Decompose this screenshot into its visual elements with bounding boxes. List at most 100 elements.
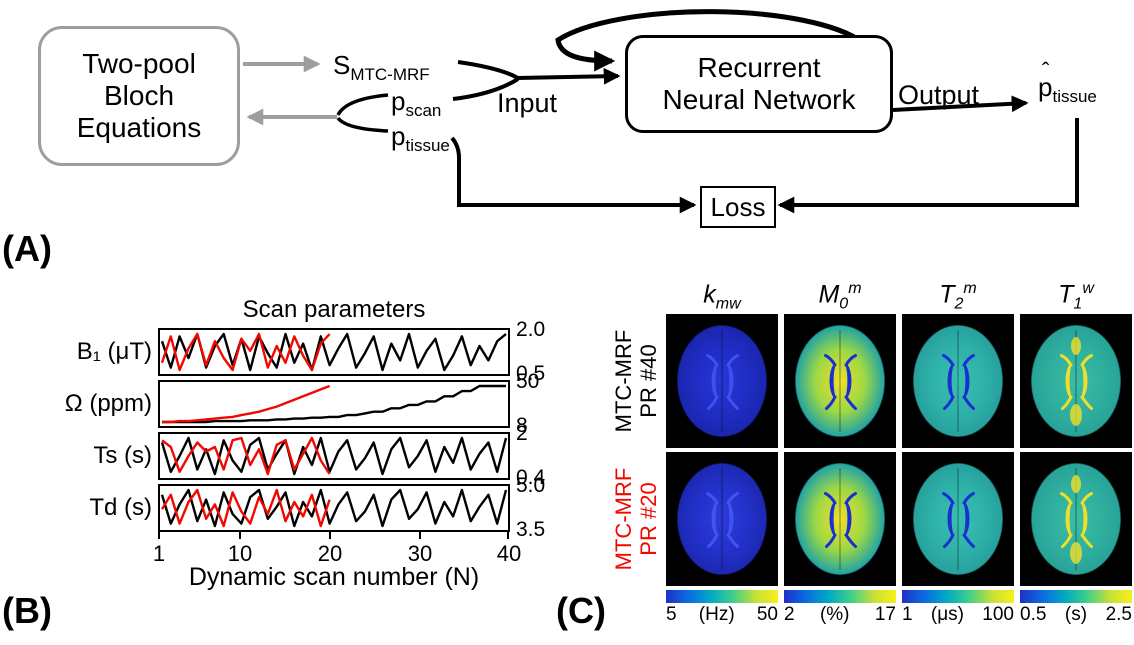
curve-pscan-to-input [452,77,520,101]
panel-a-label: (A) [2,228,52,269]
header-kmw-sub: mw [715,295,741,313]
colorbar-labels-kmw: 5 (Hz) 50 [666,604,778,626]
p-tissue-label: ptissue [391,121,450,156]
cbar-m0m-unit: (%) [819,604,850,625]
plot-ts [158,432,510,480]
row-label-pr20-text: MTC-MRF PR #20 [610,452,664,586]
bloch-line-1: Two-pool [82,47,196,79]
header-t1w-base: T [1058,280,1074,309]
p-hat-letter: p [1038,72,1053,102]
brain-map-t1w-pr20 [1020,452,1132,586]
recurrent-loop-arrow [555,9,864,72]
row-pr20-line2: PR #20 [636,482,661,556]
p-scan-sub: scan [405,101,442,121]
xtick-mark-40 [507,532,509,539]
p-hat-tissue-label: p ˆ tissue [1038,58,1097,107]
cbar-t1w-unit: (s) [1064,604,1088,625]
header-m0m-sub: 0 [839,295,849,313]
arrow-phat-to-loss [777,118,1079,214]
omega-ytick-min: 8 [516,414,528,437]
header-t2m-sub: 2 [954,295,964,313]
ts-ytick-max: 2 [516,422,528,445]
cbar-t2m-unit: (μs) [930,604,964,625]
header-m0m: M0m [784,280,896,313]
signal-base: S [333,50,351,80]
header-kmw-base: k [703,280,716,309]
hat-accent: ˆ [1042,58,1050,83]
cbar-t2m-max: 100 [982,604,1014,625]
omega-ytick-max: 50 [516,370,540,393]
bloch-equations-box: Two-pool Bloch Equations [38,26,240,166]
xtick-mark-1 [158,532,160,539]
arrow-input-to-rnn [516,67,621,85]
cbar-m0m-min: 2 [784,604,795,625]
b1-axis-label: B₁ (μT) [76,338,152,365]
colorbar-kmw [666,590,778,603]
xtick-label-30: 30 [407,541,433,566]
brace-pscan-left [336,93,389,116]
x-axis-label: Dynamic scan number (N) [188,563,480,591]
cbar-t1w-max: 2.5 [1105,604,1132,625]
omega-plot-canvas [162,384,506,424]
plot-omega [158,380,510,428]
input-label: Input [497,88,558,118]
xtick-label-10: 10 [227,541,253,566]
brain-map-kmw-pr20 [666,452,778,586]
colorbar-t2m [902,590,1014,603]
header-m0m-sup: m [848,280,862,297]
b1-ytick-min: 0.5 [516,362,546,385]
rnn-line-1: Recurrent [697,51,821,83]
xtick-label-40: 40 [496,541,522,566]
colorbar-labels-t1w: 0.5 (s) 2.5 [1020,604,1132,626]
brace-ptissue-left [336,116,389,133]
b1-plot-canvas [160,332,507,372]
ts-ytick-min: 0.4 [516,466,546,489]
p-hat-sub: tissue [1052,87,1097,107]
p-tissue-sub: tissue [405,136,450,156]
plot-td [158,484,510,532]
row-pr40-line2: PR #40 [636,344,661,418]
diagram-arrows [243,9,1079,214]
row-pr40-line1: MTC-MRF [611,329,637,433]
colorbar-t1w [1020,590,1132,603]
signal-label: SMTC-MRF [333,50,430,85]
p-tissue-base: p [391,121,406,151]
loss-label: Loss [710,191,766,222]
brain-map-t2m-pr40 [902,314,1014,448]
header-m0m-base: M [818,280,840,309]
cbar-t2m-min: 1 [902,604,913,625]
row-pr20-line1: MTC-MRF [611,467,637,571]
rnn-box: Recurrent Neural Network [625,35,893,133]
row-label-pr40-text: MTC-MRF PR #40 [610,314,664,448]
brain-map-t1w-pr40 [1020,314,1132,448]
rnn-line-2: Neural Network [662,84,856,115]
cbar-kmw-max: 50 [756,604,778,625]
ts-axis-label: Ts (s) [93,442,152,469]
xtick-mark-10 [239,532,241,539]
td-ytick-max: 5.0 [516,474,546,497]
xtick-mark-20 [329,532,331,539]
brain-map-t2m-pr20 [902,452,1014,586]
curve-signal-to-input [457,60,519,80]
p-scan-base: p [391,86,406,116]
header-t2m: T2m [902,280,1014,313]
colorbar-labels-t2m: 1 (μs) 100 [902,604,1014,626]
cbar-kmw-unit: (Hz) [698,604,735,625]
header-t2m-sup: m [963,280,977,297]
cbar-m0m-max: 17 [874,604,896,625]
bloch-line-3: Equations [76,112,202,144]
ts-plot-canvas [160,436,508,476]
signal-sub: MTC-MRF [350,65,430,85]
xtick-label-1: 1 [152,541,166,566]
output-label: Output [898,80,980,110]
b1-ytick-max: 2.0 [516,318,546,341]
arrow-ptissue-to-loss [450,136,697,214]
td-plot-canvas [160,488,508,528]
cbar-kmw-min: 5 [666,604,677,625]
colorbar-m0m [784,590,896,603]
panel-c-label: (C) [556,590,606,631]
plot-b1 [158,328,510,376]
loss-box: Loss [700,186,776,228]
